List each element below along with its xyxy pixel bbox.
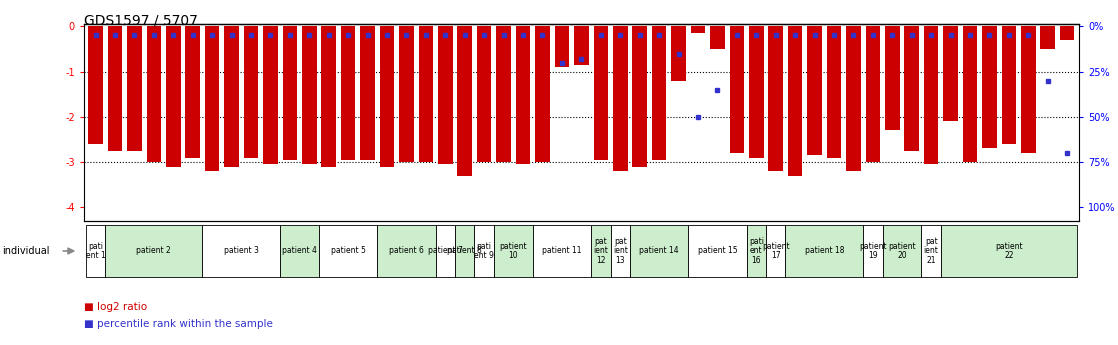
- Bar: [613, 27, 627, 171]
- Bar: [494, 225, 533, 277]
- Text: patient 7: patient 7: [428, 246, 463, 256]
- Text: patient
20: patient 20: [888, 241, 916, 260]
- Text: pati
ent
16: pati ent 16: [749, 237, 764, 265]
- Bar: [457, 27, 472, 176]
- Bar: [88, 27, 103, 144]
- Text: pati
ent 1: pati ent 1: [86, 241, 105, 260]
- Bar: [165, 27, 180, 167]
- Bar: [302, 27, 316, 164]
- Bar: [671, 27, 685, 81]
- Bar: [807, 27, 822, 155]
- Text: patient 6: patient 6: [389, 246, 424, 256]
- Text: patient
17: patient 17: [761, 241, 789, 260]
- Bar: [944, 27, 958, 121]
- Bar: [322, 27, 337, 167]
- Bar: [107, 27, 122, 151]
- Bar: [399, 27, 414, 162]
- Bar: [263, 27, 277, 164]
- Text: patient
22: patient 22: [995, 241, 1023, 260]
- Bar: [533, 225, 591, 277]
- Bar: [574, 27, 589, 65]
- Bar: [244, 27, 258, 158]
- Text: individual: individual: [2, 246, 49, 256]
- Bar: [380, 27, 395, 167]
- Bar: [377, 225, 436, 277]
- Text: pat
ient
13: pat ient 13: [613, 237, 627, 265]
- Text: patient 14: patient 14: [639, 246, 679, 256]
- Text: patient 18: patient 18: [805, 246, 844, 256]
- Bar: [1002, 27, 1016, 144]
- Text: patient 4: patient 4: [282, 246, 318, 256]
- Bar: [438, 27, 453, 164]
- Bar: [283, 27, 297, 160]
- Bar: [983, 27, 997, 148]
- Bar: [921, 225, 941, 277]
- Text: patient 5: patient 5: [331, 246, 366, 256]
- Bar: [882, 225, 921, 277]
- Text: pati
ent 9: pati ent 9: [474, 241, 494, 260]
- Text: ■ percentile rank within the sample: ■ percentile rank within the sample: [84, 319, 273, 329]
- Bar: [146, 27, 161, 162]
- Bar: [689, 225, 747, 277]
- Bar: [1060, 27, 1074, 40]
- Text: pat
ient
12: pat ient 12: [594, 237, 608, 265]
- Bar: [747, 225, 766, 277]
- Bar: [846, 27, 861, 171]
- Bar: [749, 27, 764, 158]
- Bar: [826, 27, 841, 158]
- Text: pat
ient
21: pat ient 21: [923, 237, 939, 265]
- Bar: [477, 27, 492, 162]
- Bar: [786, 225, 863, 277]
- Bar: [341, 27, 356, 160]
- Bar: [225, 27, 239, 167]
- Bar: [629, 225, 689, 277]
- Bar: [186, 27, 200, 158]
- Bar: [691, 27, 705, 33]
- Bar: [652, 27, 666, 160]
- Bar: [1041, 27, 1055, 49]
- Bar: [127, 27, 142, 151]
- Bar: [710, 27, 724, 49]
- Bar: [610, 225, 629, 277]
- Bar: [941, 225, 1077, 277]
- Bar: [536, 27, 550, 162]
- Text: patient
19: patient 19: [859, 241, 887, 260]
- Bar: [766, 225, 786, 277]
- Bar: [202, 225, 281, 277]
- Bar: [496, 27, 511, 162]
- Text: ■ log2 ratio: ■ log2 ratio: [84, 302, 146, 312]
- Text: GDS1597 / 5707: GDS1597 / 5707: [84, 14, 198, 28]
- Bar: [768, 27, 783, 171]
- Bar: [730, 27, 745, 153]
- Bar: [515, 27, 530, 164]
- Bar: [360, 27, 375, 160]
- Text: patient 8: patient 8: [447, 246, 482, 256]
- Bar: [436, 225, 455, 277]
- Text: patient
10: patient 10: [500, 241, 528, 260]
- Bar: [865, 27, 880, 162]
- Bar: [555, 27, 569, 67]
- Bar: [885, 27, 900, 130]
- Bar: [963, 27, 977, 162]
- Bar: [205, 27, 219, 171]
- Bar: [788, 27, 803, 176]
- Bar: [904, 27, 919, 151]
- Bar: [1021, 27, 1035, 153]
- Bar: [455, 225, 474, 277]
- Bar: [474, 225, 494, 277]
- Text: patient 15: patient 15: [698, 246, 737, 256]
- Bar: [633, 27, 647, 167]
- Bar: [418, 27, 433, 162]
- Bar: [281, 225, 319, 277]
- Bar: [594, 27, 608, 160]
- Bar: [86, 225, 105, 277]
- Bar: [591, 225, 610, 277]
- Bar: [319, 225, 377, 277]
- Bar: [923, 27, 938, 164]
- Bar: [863, 225, 882, 277]
- Text: patient 3: patient 3: [224, 246, 258, 256]
- Text: patient 2: patient 2: [136, 246, 171, 256]
- Text: patient 11: patient 11: [542, 246, 581, 256]
- Bar: [105, 225, 202, 277]
